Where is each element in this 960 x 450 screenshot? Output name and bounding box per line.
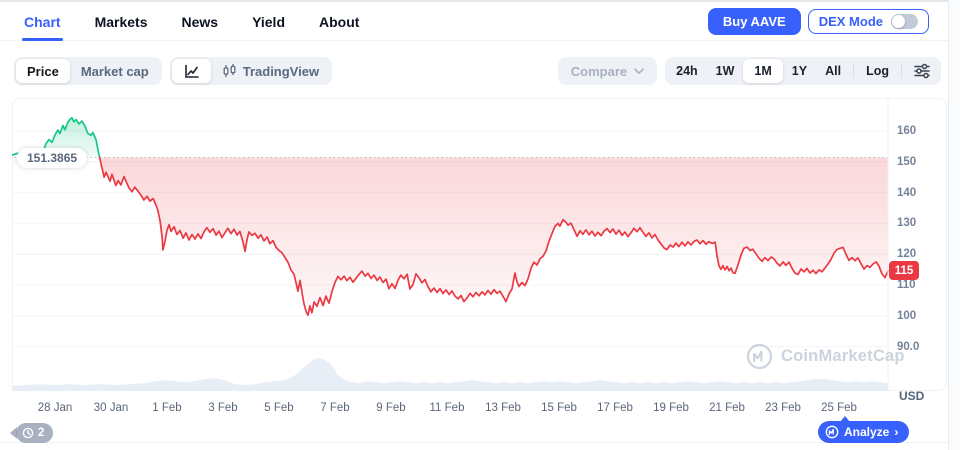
coinmarketcap-watermark: CoinMarketCap bbox=[746, 343, 905, 370]
viewers-history-badge[interactable]: 2 bbox=[9, 423, 54, 443]
chevron-right-icon: › bbox=[894, 425, 899, 439]
coinmarketcap-logo-icon bbox=[746, 343, 773, 370]
x-axis-tick: 28 Jan bbox=[37, 402, 73, 414]
nav-actions: Buy AAVE DEX Mode bbox=[707, 8, 929, 35]
market-cap-toggle-button[interactable]: Market cap bbox=[70, 59, 160, 83]
page-right-gutter bbox=[948, 0, 960, 450]
dex-mode-toggle[interactable] bbox=[891, 14, 918, 29]
divider bbox=[901, 64, 902, 78]
x-axis-tick: 1 Feb bbox=[152, 402, 182, 414]
line-chart-type-button[interactable] bbox=[171, 59, 211, 83]
x-axis-tick: 13 Feb bbox=[485, 402, 521, 414]
coin-nav: Chart Markets News Yield About Buy AAVE … bbox=[0, 2, 948, 41]
coin-tabs: Chart Markets News Yield About bbox=[22, 2, 360, 41]
price-chart-card: 160 150 140 130 120 110 100 90.0 115 151… bbox=[12, 98, 947, 391]
x-axis-tick: 19 Feb bbox=[653, 402, 689, 414]
compare-label: Compare bbox=[570, 63, 628, 79]
x-axis-tick: 25 Feb bbox=[821, 402, 857, 414]
x-axis-tick: 5 Feb bbox=[264, 402, 294, 414]
range-1m-button[interactable]: 1M bbox=[743, 59, 783, 83]
y-axis-tick: 140 bbox=[897, 187, 917, 199]
current-price-badge: 115 bbox=[889, 261, 919, 280]
price-chart-canvas[interactable] bbox=[12, 98, 947, 391]
currency-unit-label: USD bbox=[899, 389, 925, 403]
baseline-price-pill: 151.3865 bbox=[17, 148, 88, 168]
price-toggle-button[interactable]: Price bbox=[16, 59, 70, 83]
tab-yield[interactable]: Yield bbox=[252, 13, 285, 30]
x-axis-tick: 30 Jan bbox=[93, 402, 129, 414]
x-axis-tick: 15 Feb bbox=[541, 402, 577, 414]
history-count: 2 bbox=[38, 427, 45, 439]
sliders-icon bbox=[914, 63, 930, 79]
buy-aave-button[interactable]: Buy AAVE bbox=[707, 8, 801, 35]
tradingview-chart-type-button[interactable]: TradingView bbox=[211, 59, 330, 83]
range-selector-group: 24h 1W 1M 1Y All Log bbox=[665, 57, 941, 85]
x-axis-tick: 17 Feb bbox=[597, 402, 633, 414]
chart-toolbar: Price Market cap TradingView Compare 24h… bbox=[14, 57, 941, 85]
analyze-logo-icon bbox=[825, 425, 839, 439]
x-axis-tick: 7 Feb bbox=[320, 402, 350, 414]
dex-mode-button[interactable]: DEX Mode bbox=[807, 9, 929, 34]
tab-news[interactable]: News bbox=[181, 13, 219, 30]
watermark-label: CoinMarketCap bbox=[781, 347, 905, 365]
x-axis-labels: 28 Jan 30 Jan 1 Feb 3 Feb 5 Feb 7 Feb 9 … bbox=[0, 402, 948, 418]
analyze-button[interactable]: Analyze › bbox=[818, 416, 910, 443]
log-scale-button[interactable]: Log bbox=[857, 59, 898, 83]
tab-markets[interactable]: Markets bbox=[94, 13, 148, 30]
y-axis-tick: 90.0 bbox=[897, 341, 920, 353]
range-24h-button[interactable]: 24h bbox=[667, 59, 707, 83]
divider bbox=[853, 64, 855, 78]
y-axis-tick: 110 bbox=[897, 279, 916, 291]
y-axis-tick: 150 bbox=[897, 156, 917, 168]
line-chart-icon bbox=[184, 64, 199, 78]
window-top-edge bbox=[0, 0, 960, 2]
y-axis-tick: 130 bbox=[897, 217, 917, 229]
metric-toggle-group: Price Market cap bbox=[14, 57, 162, 85]
tradingview-label: TradingView bbox=[242, 63, 320, 79]
x-axis-tick: 23 Feb bbox=[765, 402, 801, 414]
chart-settings-button[interactable] bbox=[905, 58, 939, 84]
compare-button[interactable]: Compare bbox=[557, 57, 658, 85]
range-all-button[interactable]: All bbox=[816, 59, 850, 83]
clock-icon bbox=[22, 427, 34, 439]
range-1w-button[interactable]: 1W bbox=[707, 59, 744, 83]
x-axis-tick: 3 Feb bbox=[208, 402, 238, 414]
y-axis-tick: 120 bbox=[897, 248, 917, 260]
y-axis-tick: 100 bbox=[897, 310, 917, 322]
x-axis-tick: 9 Feb bbox=[376, 402, 406, 414]
y-axis-tick: 160 bbox=[897, 125, 917, 137]
tab-about[interactable]: About bbox=[319, 13, 360, 30]
toggle-knob bbox=[892, 15, 905, 28]
tab-chart[interactable]: Chart bbox=[22, 2, 63, 41]
chevron-down-icon bbox=[634, 67, 644, 74]
analyze-label: Analyze bbox=[844, 425, 890, 439]
x-axis-tick: 11 Feb bbox=[429, 402, 465, 414]
section-divider bbox=[0, 442, 948, 443]
chart-type-group: TradingView bbox=[169, 57, 333, 85]
x-axis-tick: 21 Feb bbox=[709, 402, 745, 414]
range-1y-button[interactable]: 1Y bbox=[783, 59, 816, 83]
dex-mode-label: DEX Mode bbox=[818, 14, 883, 29]
candlestick-icon bbox=[223, 64, 236, 77]
